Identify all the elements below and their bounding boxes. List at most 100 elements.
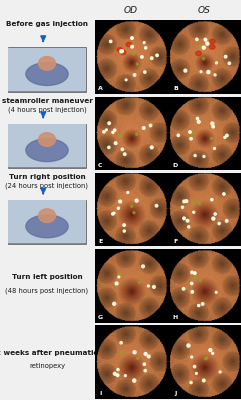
Circle shape	[200, 71, 202, 73]
Text: OS: OS	[198, 6, 211, 15]
Text: retinopexy: retinopexy	[29, 364, 65, 370]
Circle shape	[219, 223, 220, 224]
Circle shape	[120, 50, 122, 52]
Circle shape	[117, 369, 119, 370]
Circle shape	[188, 226, 189, 227]
Circle shape	[133, 351, 136, 354]
FancyBboxPatch shape	[7, 47, 87, 92]
Circle shape	[131, 45, 133, 48]
FancyBboxPatch shape	[7, 124, 87, 168]
Circle shape	[214, 148, 215, 150]
Circle shape	[229, 63, 230, 64]
Circle shape	[112, 213, 114, 214]
Circle shape	[202, 379, 205, 382]
Circle shape	[133, 379, 136, 382]
Circle shape	[207, 70, 210, 74]
Circle shape	[194, 276, 196, 279]
Circle shape	[211, 199, 212, 200]
Circle shape	[192, 291, 193, 292]
Circle shape	[139, 281, 141, 284]
Circle shape	[114, 129, 116, 131]
Circle shape	[114, 130, 115, 131]
Text: H: H	[173, 315, 178, 320]
Text: Turn left position: Turn left position	[12, 274, 82, 280]
Circle shape	[212, 217, 215, 220]
Circle shape	[192, 201, 194, 204]
Circle shape	[133, 212, 135, 214]
Circle shape	[127, 192, 128, 193]
Circle shape	[191, 271, 193, 274]
Text: I: I	[99, 391, 102, 396]
Circle shape	[134, 74, 135, 76]
Ellipse shape	[209, 45, 215, 49]
Circle shape	[113, 372, 116, 375]
Circle shape	[212, 123, 213, 124]
Circle shape	[224, 136, 226, 138]
Circle shape	[143, 127, 144, 129]
Circle shape	[95, 250, 166, 322]
Circle shape	[225, 220, 228, 222]
Circle shape	[119, 200, 121, 203]
FancyBboxPatch shape	[8, 48, 86, 91]
Circle shape	[136, 200, 137, 201]
Circle shape	[95, 326, 166, 398]
Circle shape	[117, 374, 118, 376]
Circle shape	[191, 290, 194, 293]
Ellipse shape	[209, 39, 215, 44]
Circle shape	[194, 366, 195, 367]
Circle shape	[224, 137, 225, 138]
Circle shape	[194, 154, 196, 157]
Circle shape	[194, 272, 196, 274]
Circle shape	[214, 148, 215, 149]
Circle shape	[183, 218, 185, 219]
Text: G: G	[98, 315, 103, 320]
Circle shape	[123, 230, 125, 232]
Circle shape	[156, 55, 158, 56]
Text: (4 hours post injection): (4 hours post injection)	[8, 106, 86, 112]
Circle shape	[204, 38, 207, 41]
Circle shape	[197, 118, 198, 119]
Circle shape	[131, 46, 133, 47]
Circle shape	[116, 283, 117, 284]
Circle shape	[197, 120, 200, 123]
Circle shape	[198, 304, 200, 307]
Text: D: D	[173, 163, 178, 168]
Circle shape	[125, 79, 127, 81]
Circle shape	[210, 349, 211, 350]
Circle shape	[131, 205, 133, 207]
Circle shape	[121, 148, 123, 150]
Circle shape	[39, 209, 55, 222]
Circle shape	[185, 70, 186, 71]
Circle shape	[136, 63, 138, 65]
Circle shape	[209, 349, 211, 351]
Circle shape	[113, 212, 115, 214]
Circle shape	[203, 380, 204, 381]
Circle shape	[190, 138, 192, 140]
Circle shape	[134, 380, 135, 381]
Circle shape	[103, 131, 105, 132]
Circle shape	[196, 38, 198, 40]
Circle shape	[216, 62, 217, 63]
Circle shape	[182, 288, 185, 290]
Circle shape	[109, 40, 112, 43]
Text: J: J	[174, 391, 177, 396]
Circle shape	[200, 45, 202, 47]
Text: A: A	[98, 86, 103, 92]
Circle shape	[193, 212, 194, 213]
Circle shape	[190, 138, 192, 139]
Circle shape	[214, 213, 216, 215]
Circle shape	[190, 382, 192, 384]
Circle shape	[95, 174, 166, 246]
Circle shape	[194, 272, 195, 274]
Circle shape	[194, 366, 196, 368]
Circle shape	[195, 372, 197, 374]
Circle shape	[151, 58, 152, 59]
Circle shape	[112, 213, 114, 215]
Circle shape	[114, 142, 117, 144]
Circle shape	[115, 142, 116, 144]
Circle shape	[219, 371, 221, 373]
Circle shape	[181, 206, 183, 208]
Circle shape	[153, 286, 154, 288]
Circle shape	[95, 97, 166, 170]
Circle shape	[118, 276, 120, 278]
